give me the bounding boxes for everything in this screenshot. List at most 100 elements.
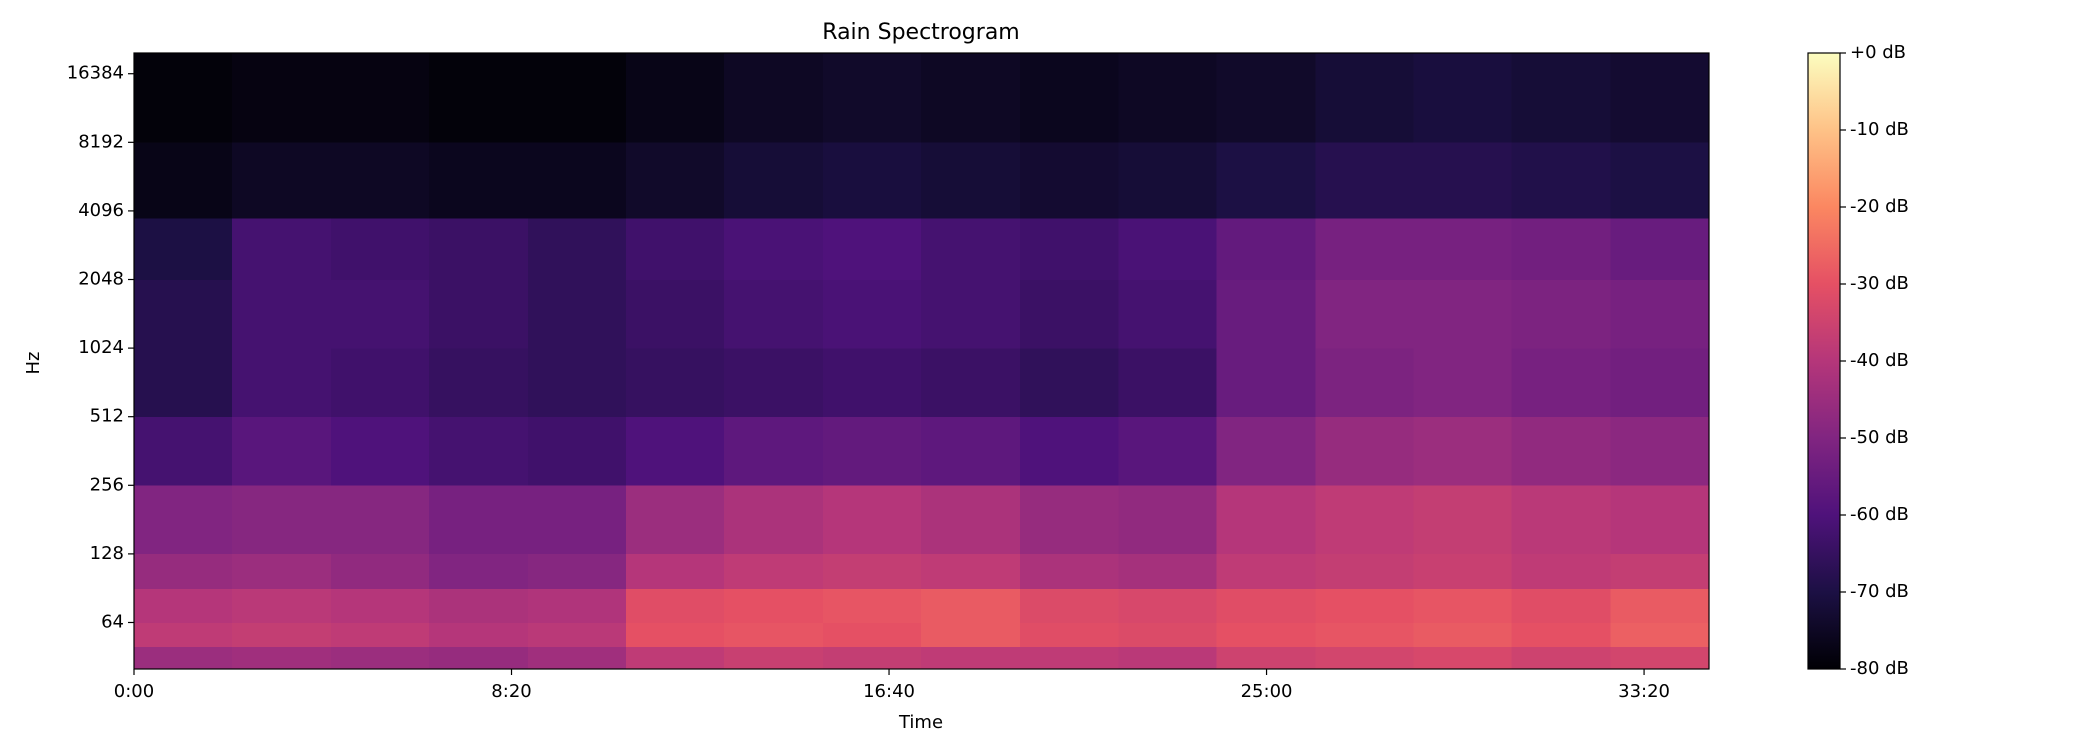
chart-title: Rain Spectrogram [822,20,1019,45]
spectrogram-cell [231,588,332,623]
spectrogram-cell [921,52,1021,143]
y-axis-label: Hz [23,352,44,375]
plot-frame [133,52,1710,670]
spectrogram-cell [133,142,233,219]
colorbar-tick-label: +0 dB [1850,42,1906,63]
spectrogram-cell [921,484,1021,555]
spectrogram-cell [330,588,430,623]
spectrogram-cell [428,142,529,219]
spectrogram-cell [921,553,1021,590]
spectrogram-cell [428,646,529,670]
spectrogram-cell [1118,588,1218,623]
spectrogram-cell [1020,484,1119,555]
spectrogram-cell [823,484,922,555]
spectrogram-cell [428,52,529,143]
spectrogram-cell [1511,416,1612,486]
spectrogram-cell [625,484,725,555]
spectrogram-cell [428,416,529,486]
spectrogram-cell [1413,484,1513,555]
colorbar-tick-label: -80 dB [1850,658,1909,679]
spectrogram-cell [1216,52,1316,143]
spectrogram-cell [133,553,233,590]
spectrogram-cell [527,484,627,555]
spectrogram-cell [823,218,922,280]
spectrogram-cell [1315,588,1415,623]
spectrogram-cell [1315,646,1415,670]
spectrogram-cell [1315,553,1415,590]
spectrogram-cell [1118,416,1218,486]
spectrogram-cell [1020,416,1119,486]
spectrogram-cell [428,553,529,590]
spectrogram-cell [1118,553,1218,590]
spectrogram-cell [1216,218,1316,280]
spectrogram-cell [527,142,627,219]
spectrogram-cell [1610,52,1710,143]
spectrogram-cell [231,416,332,486]
spectrogram-cell [1315,279,1415,349]
spectrogram-cell [1413,416,1513,486]
spectrogram-cell [823,52,922,143]
spectrogram-cell [1118,279,1218,349]
spectrogram-cell [1511,347,1612,417]
spectrogram-cell [1216,553,1316,590]
x-tick-label: 25:00 [1241,681,1293,702]
spectrogram-cell [724,347,824,417]
spectrogram-cell [1413,622,1513,648]
spectrogram-cell [231,218,332,280]
x-axis-label: Time [898,712,943,733]
spectrogram-cell [823,622,922,648]
spectrogram-cell [1118,646,1218,670]
spectrogram-cell [527,52,627,143]
spectrogram-cell [1413,218,1513,280]
spectrogram-cell [1610,347,1710,417]
spectrogram-cell [330,347,430,417]
spectrogram-cell [1315,142,1415,219]
spectrogram-cell [1118,622,1218,648]
spectrogram-cell [1610,142,1710,219]
spectrogram-cell [527,553,627,590]
spectrogram-cell [231,279,332,349]
spectrogram-cell [1610,484,1710,555]
spectrogram-cell [1610,416,1710,486]
x-tick-label: 33:20 [1618,681,1670,702]
y-tick-label: 4096 [78,200,124,221]
spectrogram-cell [1413,646,1513,670]
spectrogram-cell [724,646,824,670]
spectrogram-cell [330,646,430,670]
colorbar-tick-label: -30 dB [1850,273,1909,294]
spectrogram-cell [330,553,430,590]
spectrogram-cell [1315,416,1415,486]
spectrogram-cell [1413,52,1513,143]
y-tick-label: 128 [90,543,124,564]
spectrogram-cell [823,142,922,219]
spectrogram-cell [1315,622,1415,648]
spectrogram-cell [1315,52,1415,143]
spectrogram-cell [231,52,332,143]
spectrogram-cell [527,279,627,349]
spectrogram-cell [133,347,233,417]
spectrogram-cell [1413,142,1513,219]
y-tick-label: 1024 [78,337,124,358]
spectrogram-cell [1118,142,1218,219]
spectrogram-cell [527,588,627,623]
spectrogram-cell [1511,142,1612,219]
spectrogram-cell [1610,553,1710,590]
spectrogram-cell [1511,484,1612,555]
spectrogram-cell [1216,279,1316,349]
spectrogram-cell [724,553,824,590]
spectrogram-cell [724,622,824,648]
spectrogram-cell [1413,588,1513,623]
spectrogram-cell [527,622,627,648]
y-tick-label: 8192 [78,131,124,152]
spectrogram-cell [1118,484,1218,555]
spectrogram-cell [1020,218,1119,280]
colorbar-tick-label: -20 dB [1850,196,1909,217]
spectrogram-cell [625,347,725,417]
colorbar-tick-label: -10 dB [1850,119,1909,140]
spectrogram-cell [133,279,233,349]
spectrogram-cell [330,52,430,143]
spectrogram-cell [428,622,529,648]
spectrogram-cell [133,484,233,555]
spectrogram-cell [1020,622,1119,648]
